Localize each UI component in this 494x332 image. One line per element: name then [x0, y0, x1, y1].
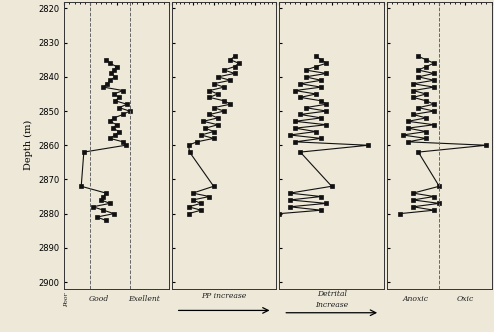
Text: PP increase: PP increase — [202, 292, 247, 300]
Text: Poor: Poor — [64, 292, 69, 307]
Text: Increase: Increase — [315, 301, 348, 309]
Text: Detrital: Detrital — [317, 290, 347, 298]
Text: Exellent: Exellent — [128, 295, 160, 303]
Text: Anoxic: Anoxic — [402, 295, 428, 303]
Y-axis label: Depth (m): Depth (m) — [23, 120, 33, 170]
Text: Oxic: Oxic — [457, 295, 474, 303]
Text: Good: Good — [88, 295, 109, 303]
